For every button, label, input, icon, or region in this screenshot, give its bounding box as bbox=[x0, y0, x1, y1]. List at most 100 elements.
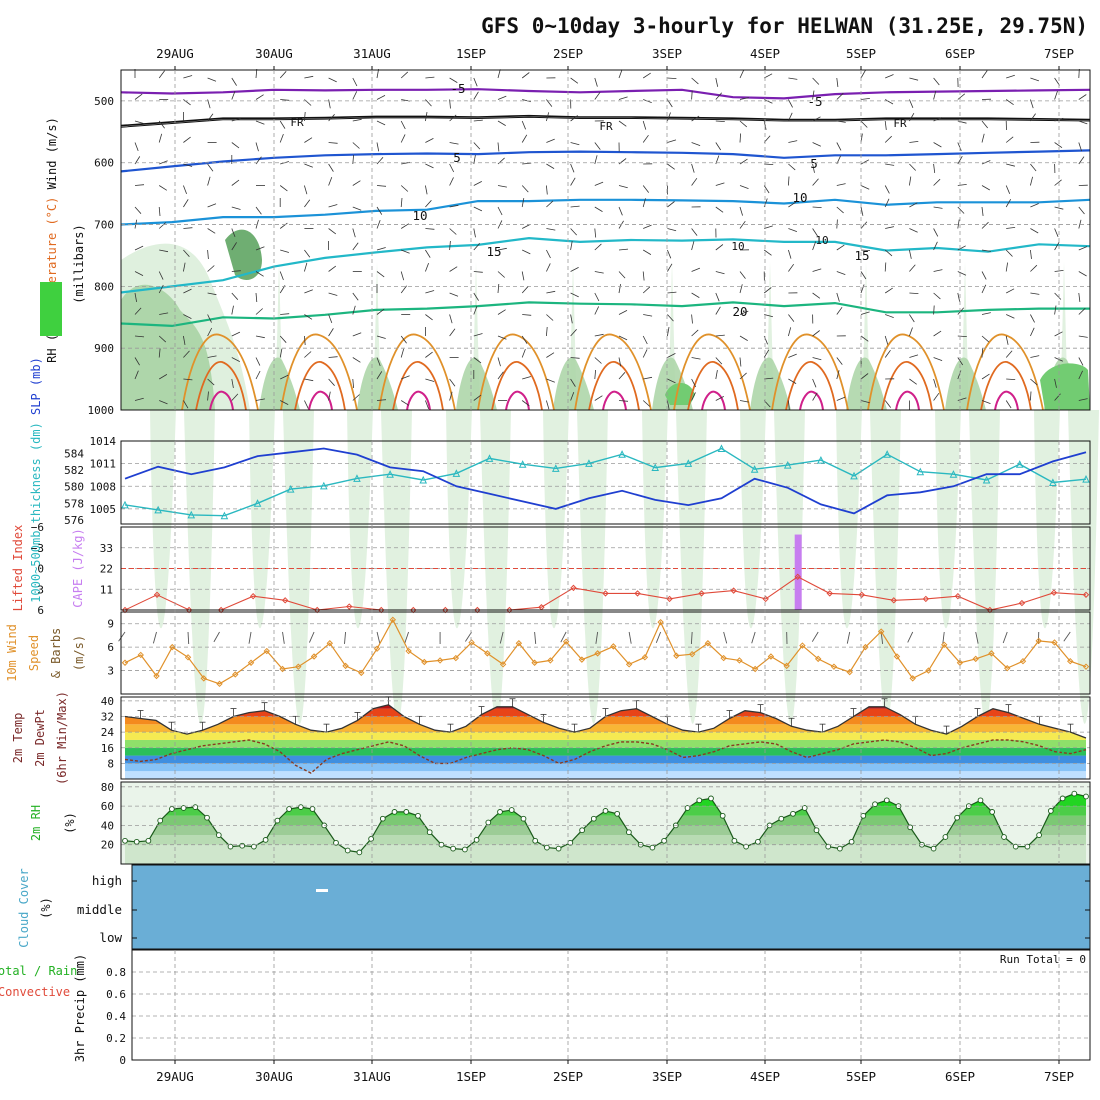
wind-barb bbox=[715, 182, 725, 186]
wind-barb bbox=[207, 355, 217, 358]
wind-barb bbox=[909, 163, 916, 171]
wind-barb bbox=[715, 271, 725, 275]
wind-barb bbox=[933, 77, 940, 86]
wind-barb bbox=[764, 73, 773, 79]
wind-barb bbox=[304, 137, 313, 143]
wind-barb bbox=[473, 333, 483, 337]
wind-barb bbox=[933, 117, 943, 122]
thickness-marker bbox=[518, 460, 527, 468]
wind-barb bbox=[642, 400, 651, 407]
wind-barb bbox=[836, 120, 846, 123]
wind-barb bbox=[401, 375, 410, 380]
rh-marker bbox=[403, 809, 410, 815]
surface-wind-barb bbox=[404, 631, 409, 644]
wind-barb bbox=[618, 185, 628, 189]
wind-barb bbox=[376, 371, 383, 380]
wind-barb bbox=[255, 206, 262, 215]
rh-marker bbox=[661, 837, 667, 844]
lifted-index-marker bbox=[153, 591, 161, 598]
wind-speed-marker bbox=[121, 659, 129, 666]
slp-line bbox=[124, 447, 1087, 515]
wind-barb bbox=[425, 138, 434, 143]
wind-barb bbox=[933, 378, 937, 388]
wind-barb bbox=[352, 228, 356, 238]
wind-barb bbox=[570, 267, 579, 272]
rh-marker bbox=[426, 829, 433, 836]
rh-tick-label: 40 bbox=[101, 819, 114, 832]
rh-marker bbox=[122, 837, 128, 844]
wind-barb bbox=[376, 399, 387, 401]
isotherm-25-line bbox=[280, 333, 358, 411]
wind-speed-marker bbox=[562, 638, 570, 645]
wind-barb bbox=[497, 185, 507, 188]
wind-barb bbox=[570, 228, 577, 236]
wind-barb bbox=[546, 400, 550, 410]
rh-marker bbox=[977, 797, 984, 804]
wind-barb bbox=[1030, 391, 1032, 401]
wind-speed-marker bbox=[153, 672, 160, 680]
wind-barb bbox=[207, 378, 215, 386]
wind-speed-marker bbox=[436, 657, 444, 664]
wind-barb bbox=[352, 305, 356, 315]
wind-barb bbox=[280, 99, 290, 101]
wind-barb bbox=[134, 307, 142, 315]
wind-barb bbox=[691, 357, 701, 360]
wind-barb bbox=[473, 142, 481, 150]
wind-barb bbox=[1078, 120, 1088, 125]
temp-band bbox=[125, 747, 1086, 756]
precip-convective-label: Convective bbox=[0, 985, 70, 999]
temp-band bbox=[125, 732, 1086, 740]
wind-barb bbox=[860, 120, 868, 128]
lifted-index-marker bbox=[634, 590, 641, 597]
wind-barb bbox=[304, 262, 308, 272]
wind-barb bbox=[280, 400, 289, 405]
wind-barb bbox=[183, 99, 191, 106]
wind-barb bbox=[1006, 314, 1015, 319]
rh-marker bbox=[1059, 795, 1066, 802]
wind-barb bbox=[618, 357, 622, 367]
temp-band bbox=[125, 716, 1086, 725]
wind-barb bbox=[352, 378, 354, 389]
wind-barb bbox=[667, 378, 676, 384]
wind-barb bbox=[449, 142, 459, 145]
wind-barb bbox=[739, 185, 749, 189]
wind-barb bbox=[231, 118, 241, 122]
rh-marker bbox=[180, 805, 187, 811]
wind-speed-marker bbox=[484, 650, 491, 657]
wind-barb bbox=[933, 241, 938, 251]
wind-barb bbox=[1030, 113, 1036, 122]
wind-speed-marker bbox=[547, 657, 554, 664]
wind-speed-marker bbox=[830, 663, 838, 670]
wind-barb bbox=[643, 224, 652, 229]
wind-barb bbox=[885, 226, 895, 229]
pressure-tick-label: 800 bbox=[94, 280, 114, 293]
surface-wind-barb bbox=[907, 631, 914, 643]
wind-barb bbox=[1054, 142, 1063, 149]
wind-barb bbox=[134, 206, 142, 214]
wind-barb bbox=[933, 330, 942, 337]
wind-speed-marker bbox=[531, 659, 538, 666]
surface-wind-barb bbox=[308, 631, 315, 643]
cloud-level-label: middle bbox=[77, 902, 122, 917]
contour-label: 10 bbox=[412, 208, 427, 223]
wind-barb bbox=[763, 349, 770, 358]
wind-barb bbox=[860, 249, 871, 251]
wind-barb bbox=[836, 142, 842, 151]
wind-barb bbox=[522, 99, 532, 103]
wind-barb bbox=[158, 374, 168, 380]
wind-barb bbox=[642, 249, 652, 255]
wind-barb bbox=[376, 357, 381, 367]
isotherm-30-line bbox=[392, 361, 444, 411]
wind-barb bbox=[352, 118, 362, 122]
wind-speed-marker bbox=[515, 640, 523, 647]
lifted-index-tick-label: 0 bbox=[37, 563, 44, 576]
wind-barb bbox=[207, 327, 213, 337]
wind-barb bbox=[304, 314, 313, 320]
cloud-cover-ylabel: Cloud Cover bbox=[17, 868, 31, 947]
rh-tick-label: 60 bbox=[101, 800, 114, 813]
surface-wind-barb bbox=[282, 631, 285, 644]
isotherm-35-line bbox=[406, 390, 431, 411]
wind-barb bbox=[1006, 288, 1015, 294]
surface-wind-barb bbox=[499, 631, 504, 644]
wind-barb bbox=[933, 178, 941, 186]
